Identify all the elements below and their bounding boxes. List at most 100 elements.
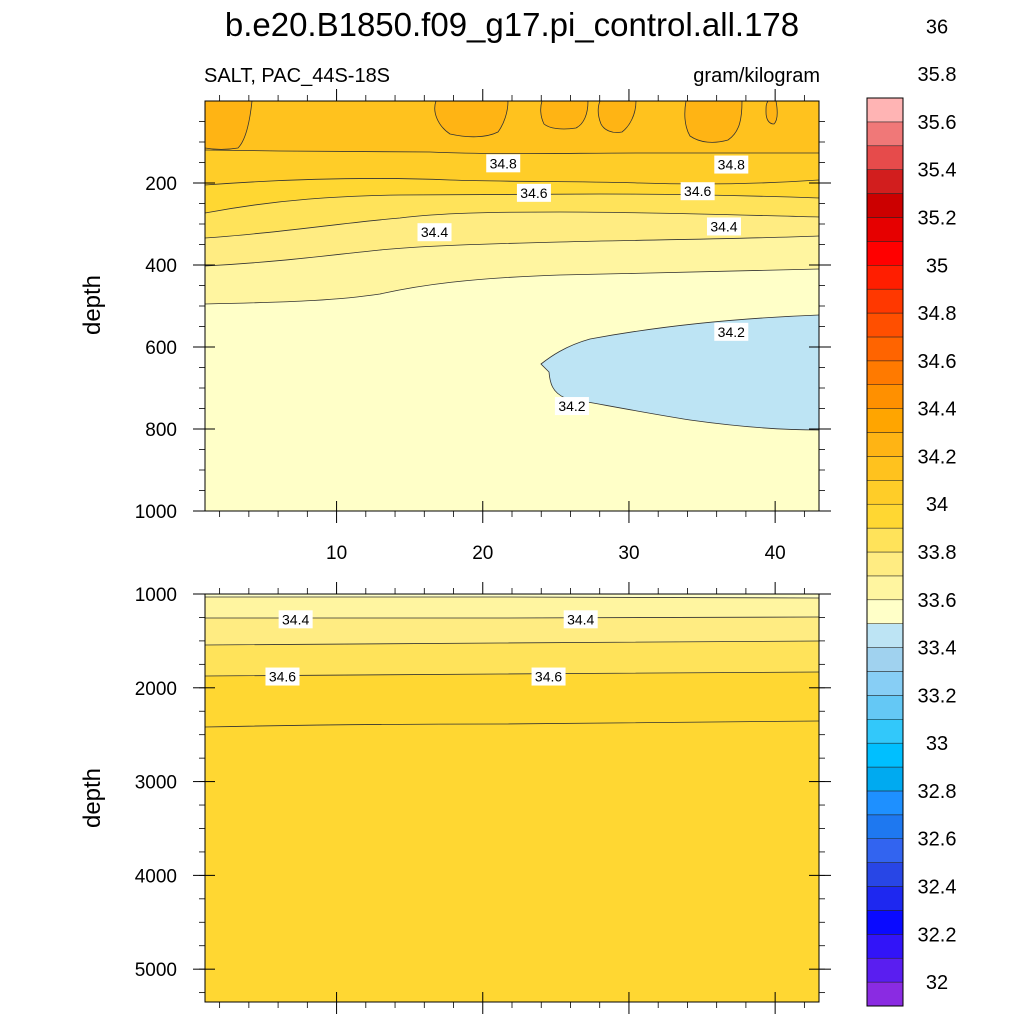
colorbar-swatch	[866, 766, 904, 792]
contour-label-bg	[417, 223, 452, 242]
colorbar-swatch	[866, 527, 904, 553]
colorbar-swatch	[866, 695, 904, 720]
upper-ticks: 200 400 600 800 1000 10 20 30 40	[135, 89, 831, 564]
contour-label-bg	[554, 397, 589, 416]
ytick-label: 400	[145, 256, 177, 277]
colorbar-swatch	[866, 265, 904, 290]
colorbar-swatch	[866, 719, 904, 744]
colorbar-label: 32.6	[918, 829, 957, 851]
ytick-label: 5000	[135, 960, 177, 981]
lower-contour-fill	[205, 594, 819, 1002]
colorbar-swatch	[866, 742, 904, 768]
colorbar-label: 32.2	[918, 924, 957, 946]
colorbar-swatch	[866, 814, 904, 839]
contour-label-text: 34.8	[718, 157, 745, 173]
ytick-label: 1000	[135, 502, 177, 523]
contour-label-bg	[531, 667, 566, 686]
ytick-label: 4000	[135, 866, 177, 887]
contour-label-text: 34.6	[269, 669, 296, 685]
contour-label: 34.6	[265, 667, 300, 686]
contour-label-text: 34.4	[421, 224, 448, 240]
colorbar-label: 35	[926, 255, 948, 277]
colorbar-label: 33.6	[918, 590, 957, 612]
ytick-label: 200	[145, 174, 177, 195]
colorbar-swatch	[866, 241, 904, 266]
contour-label: 34.6	[680, 182, 715, 201]
colorbar-label: 34.6	[918, 351, 957, 373]
contour-label-text: 34.2	[718, 324, 745, 340]
colorbar-swatch	[866, 360, 904, 385]
colorbar-swatch	[866, 384, 904, 409]
colorbar-swatch	[866, 910, 904, 935]
contour-label-text: 34.6	[535, 669, 562, 685]
colorbar-swatch	[866, 408, 904, 433]
colorbar-swatch	[866, 981, 904, 1007]
colorbar-swatch	[866, 312, 904, 338]
contour-label: 34.2	[554, 397, 589, 416]
contour-label-text: 34.4	[282, 611, 309, 627]
colorbar-swatch	[866, 790, 904, 816]
contour-label-bg	[486, 154, 521, 173]
contour-label-bg	[714, 155, 749, 174]
xtick-label: 40	[765, 543, 786, 564]
contour-label: 34.8	[486, 154, 521, 173]
fill-patch-6	[766, 101, 778, 124]
colorbar-label: 35.8	[918, 64, 957, 86]
lower-ylabel: depth	[79, 768, 106, 828]
fill-35.0	[205, 101, 819, 154]
contour-label-bg	[516, 183, 551, 202]
colorbar-swatch	[866, 217, 904, 242]
fill-patch-2	[434, 101, 508, 137]
colorbar-label: 34.2	[918, 446, 957, 468]
contour-label: 34.6	[516, 183, 551, 202]
xtick-label: 20	[472, 543, 493, 564]
ytick-label: 1000	[135, 585, 177, 606]
lower-panel: 1000 2000 3000 4000 5000 34.4 34.4 34.6 34.6 de…	[79, 582, 831, 1014]
contour-label-text: 34.6	[520, 185, 547, 201]
colorbar-swatch	[866, 671, 904, 696]
colorbar-swatch	[866, 886, 904, 911]
colorbar-label: 33.8	[918, 542, 957, 564]
contour-label: 34.4	[417, 223, 452, 242]
fill-patch-4	[598, 101, 636, 133]
colorbar-label: 34	[926, 494, 948, 516]
upper-contour-lines	[205, 101, 819, 431]
colorbar-swatch	[866, 480, 904, 505]
lower-ticks: 1000 2000 3000 4000 5000	[135, 582, 831, 1014]
chart-title: b.e20.B1850.f09_g17.pi_control.all.178	[225, 6, 799, 43]
contour-label: 34.8	[714, 155, 749, 174]
contour-label-bg	[706, 217, 741, 236]
xtick-label: 30	[618, 543, 639, 564]
colorbar-label: 32.4	[918, 877, 957, 899]
upper-contour-fill	[205, 101, 819, 511]
ytick-label: 3000	[135, 773, 177, 794]
contour-label: 34.4	[706, 217, 741, 236]
ytick-label: 2000	[135, 679, 177, 700]
contour-label-text: 34.4	[567, 611, 594, 627]
colorbar-swatch	[866, 551, 904, 577]
colorbar-swatch	[866, 432, 904, 457]
ytick-label: 600	[145, 338, 177, 359]
upper-ylabel: depth	[79, 275, 106, 335]
contour-label-text: 34.2	[558, 398, 585, 414]
units-label: gram/kilogram	[693, 65, 820, 87]
contour-label-text: 34.4	[710, 218, 737, 234]
colorbar-swatch	[866, 575, 904, 601]
colorbar-swatch	[866, 145, 904, 170]
contour-label-text: 34.8	[490, 155, 517, 171]
contour-label: 34.2	[714, 322, 749, 341]
colorbar: 32 32.2 32.4 32.6 32.8 33 33.2 33.4 33.6 33.8 34 34…	[866, 16, 957, 1007]
contour-label-text: 34.6	[684, 183, 711, 199]
colorbar-label: 34.8	[918, 303, 957, 325]
colorbar-swatch	[866, 838, 904, 863]
colorbar-swatch	[866, 934, 904, 959]
colorbar-swatch	[866, 623, 904, 648]
contour-label: 34.4	[278, 610, 313, 629]
fill-34.0-34.2	[541, 315, 819, 430]
fill-34.4-band	[205, 594, 819, 618]
contour-label-bg	[278, 610, 313, 629]
colorbar-label: 35.2	[918, 207, 957, 229]
colorbar-swatch	[866, 647, 904, 672]
colorbar-label: 32.8	[918, 781, 957, 803]
